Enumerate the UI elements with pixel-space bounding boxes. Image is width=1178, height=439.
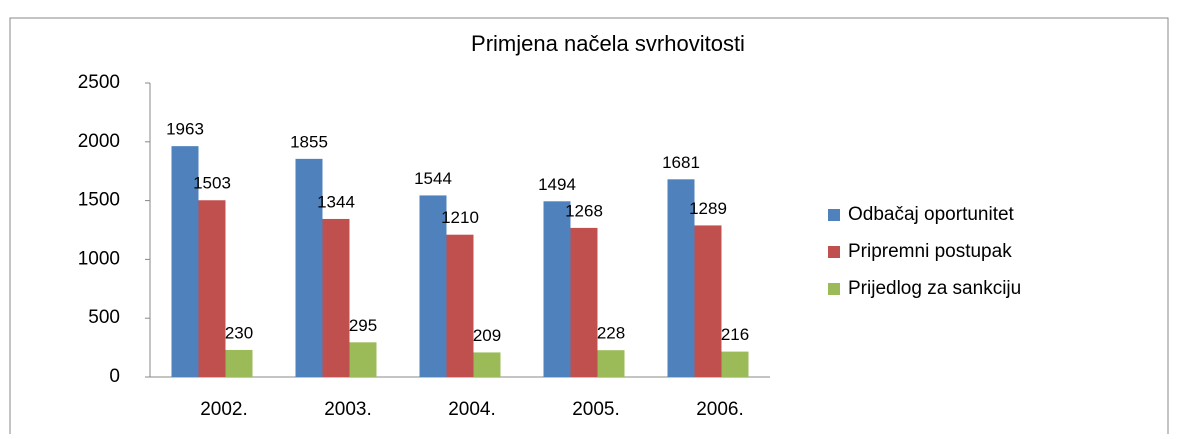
data-label: 1681 xyxy=(662,153,700,172)
bar xyxy=(694,225,722,377)
legend-swatch xyxy=(828,246,840,258)
y-tick-label: 500 xyxy=(88,307,120,328)
bar xyxy=(198,200,226,377)
legend-swatch xyxy=(828,283,840,295)
x-tick-label: 2006. xyxy=(696,399,744,420)
data-label: 1268 xyxy=(565,201,603,220)
y-tick-label: 2500 xyxy=(78,72,120,93)
legend-label: Odbačaj oportunitet xyxy=(848,204,1015,225)
bar xyxy=(446,234,474,377)
bar xyxy=(171,146,199,377)
legend-swatch xyxy=(828,209,840,221)
legend-label: Pripremni postupak xyxy=(848,241,1012,262)
bar xyxy=(597,350,625,377)
data-label: 228 xyxy=(597,324,625,343)
data-label: 1544 xyxy=(414,169,452,188)
data-label: 1963 xyxy=(166,120,204,139)
x-tick-label: 2003. xyxy=(324,399,372,420)
bar xyxy=(295,158,323,377)
chart-title: Primjena načela svrhovitosti xyxy=(471,31,745,56)
x-tick-label: 2005. xyxy=(572,399,620,420)
bar xyxy=(721,351,749,377)
bar xyxy=(473,352,501,377)
data-label: 1344 xyxy=(317,192,355,211)
data-label: 1289 xyxy=(689,199,727,218)
x-tick-label: 2004. xyxy=(448,399,496,420)
data-label: 216 xyxy=(721,325,749,344)
y-tick-label: 2000 xyxy=(78,131,120,152)
legend-label: Prijedlog za sankciju xyxy=(848,278,1021,299)
bar xyxy=(570,227,598,377)
x-tick-label: 2002. xyxy=(200,399,248,420)
data-label: 230 xyxy=(225,323,253,342)
bar xyxy=(419,195,447,377)
y-tick-label: 1500 xyxy=(78,190,120,211)
data-label: 1503 xyxy=(193,174,231,193)
data-label: 209 xyxy=(473,326,501,345)
y-tick-label: 1000 xyxy=(78,248,120,269)
bar xyxy=(225,349,253,377)
data-label: 1494 xyxy=(538,175,576,194)
bar xyxy=(543,201,571,377)
data-label: 295 xyxy=(349,316,377,335)
data-label: 1210 xyxy=(441,208,479,227)
bar xyxy=(667,179,695,377)
bar xyxy=(349,342,377,377)
y-tick-label: 0 xyxy=(109,366,120,387)
bar xyxy=(322,218,350,377)
data-label: 1855 xyxy=(290,132,328,151)
